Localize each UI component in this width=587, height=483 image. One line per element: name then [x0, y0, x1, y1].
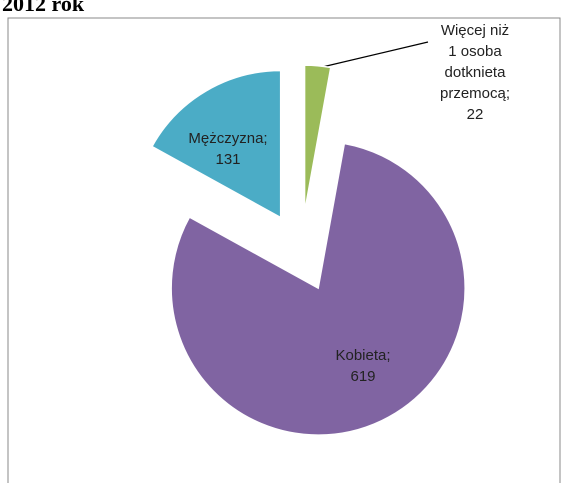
label-box: Więcej niż 1 osoba dotknieta przemocą; 2…	[425, 20, 525, 125]
label-category: Więcej niż 1 osoba dotknieta przemocą;	[439, 22, 511, 102]
data-label: Kobieta; 619	[308, 345, 418, 387]
label-value: 619	[350, 368, 376, 385]
label-category: Kobieta;	[335, 347, 391, 364]
label-category: Mężczyzna;	[188, 130, 268, 147]
pie-slice	[150, 69, 282, 219]
label-value: 131	[215, 151, 241, 168]
label-box: Kobieta; 619	[308, 345, 418, 387]
chart-title: 2012 rok	[2, 0, 85, 16]
leader-line	[317, 41, 429, 69]
data-label: Mężczyzna; 131	[168, 128, 288, 170]
pie-slice	[170, 142, 466, 436]
plot-frame	[7, 17, 561, 483]
label-box: Mężczyzna; 131	[168, 128, 288, 170]
data-label: Więcej niż 1 osoba dotknieta przemocą; 2…	[425, 20, 525, 125]
pie	[150, 64, 466, 436]
pie-slice	[303, 64, 332, 213]
label-value: 22	[466, 106, 484, 123]
